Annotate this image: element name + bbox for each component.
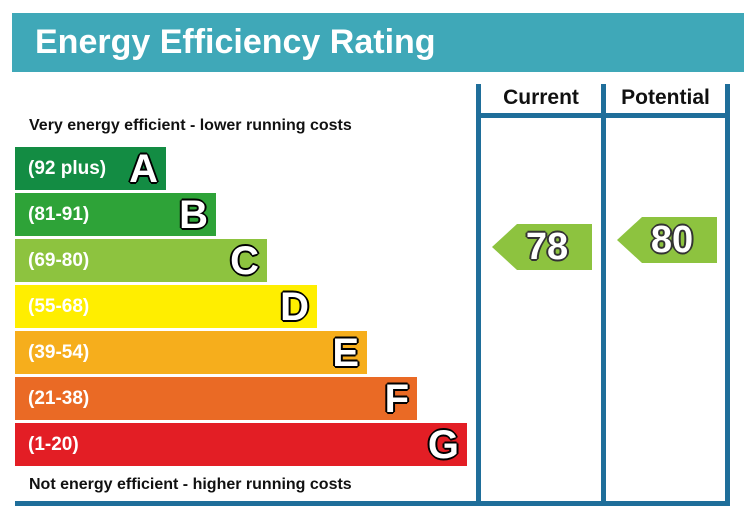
potential-rating-arrow [617,217,717,263]
current-rating-value: 78 [525,226,569,268]
band-d: (55-68) D [15,285,317,329]
grid-line-left [476,84,481,506]
band-letter: A [129,147,158,191]
band-range-label: (39-54) [28,342,90,363]
grid-line-middle [601,84,606,506]
bottom-note: Not energy efficient - higher running co… [29,476,352,493]
band-letter: B [179,193,208,237]
current-column-header: Current [503,86,579,109]
band-range-label: (81-91) [28,204,90,225]
band-letter: D [280,285,309,329]
potential-column-header: Potential [621,86,710,109]
band-range-label: (69-80) [28,250,90,271]
band-range-label: (55-68) [28,296,90,317]
potential-rating-value: 80 [650,219,694,261]
band-c: (69-80) C [15,239,267,283]
band-range-label: (1-20) [28,434,79,455]
top-note: Very energy efficient - lower running co… [29,117,352,134]
band-letter: G [427,423,459,467]
band-a: (92 plus) A [15,147,166,191]
title-bar: Energy Efficiency Rating [12,13,744,72]
band-f: (21-38) F [15,377,417,421]
band-range-label: (21-38) [28,388,90,409]
band-g: (1-20) G [15,423,467,467]
current-rating-arrow [492,224,592,270]
band-b: (81-91) B [15,193,216,237]
band-letter: F [384,377,409,421]
band-letter: C [230,239,259,283]
chart-title: Energy Efficiency Rating [35,23,436,61]
bottom-border [15,501,730,506]
grid-line-right [725,84,730,506]
header-divider [476,113,730,118]
band-e: (39-54) E [15,331,367,375]
band-range-label: (92 plus) [28,158,107,179]
band-letter: E [332,331,359,375]
